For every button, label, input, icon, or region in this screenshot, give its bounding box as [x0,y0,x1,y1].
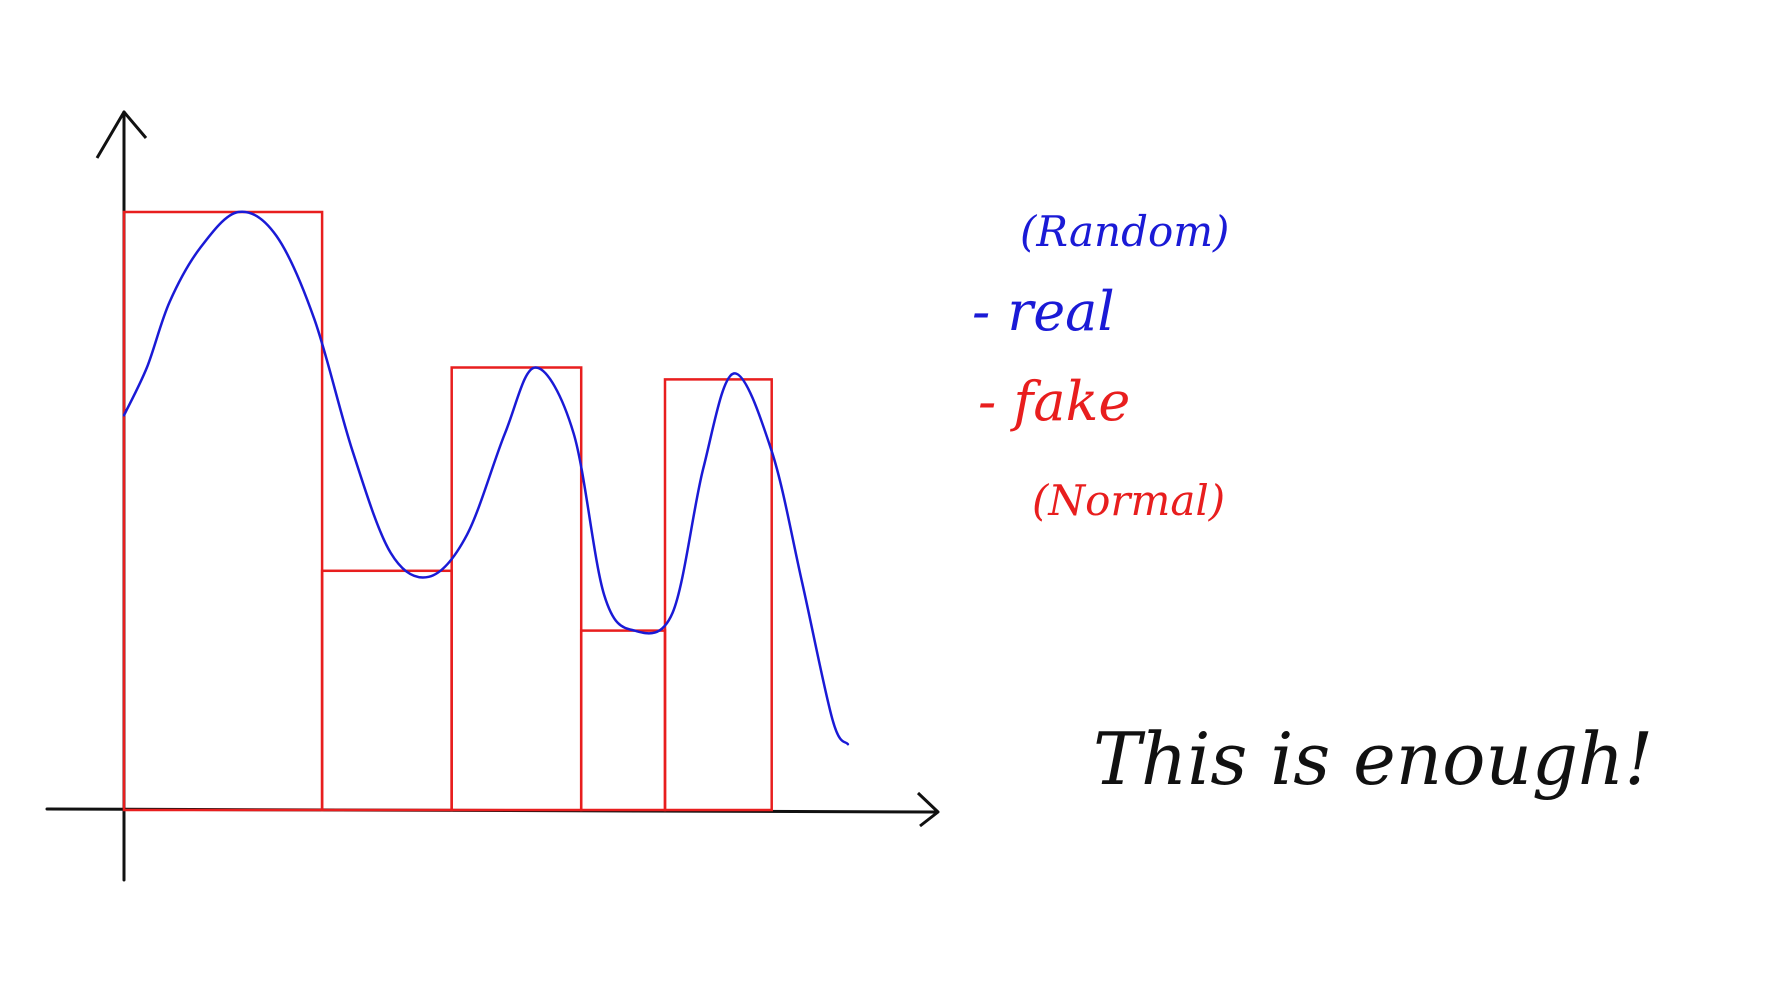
real-curve-line [122,210,850,746]
fake-bar-1 [122,210,324,812]
legend: (Random) - real - fake (Normal) [972,207,1229,525]
legend-fake-label: - fake [978,370,1130,433]
fake-histogram [122,210,773,812]
real-curve-series [122,210,850,746]
x-axis-arrow-icon [916,791,940,828]
y-axis-arrow-icon [95,110,148,159]
legend-real-label: - real [972,280,1115,343]
note-text: This is enough! [1093,717,1653,801]
legend-normal-label: (Normal) [1032,476,1225,525]
fake-bar-3 [450,366,583,812]
legend-random-label: (Random) [1020,207,1229,256]
fake-bar-5 [663,378,773,812]
